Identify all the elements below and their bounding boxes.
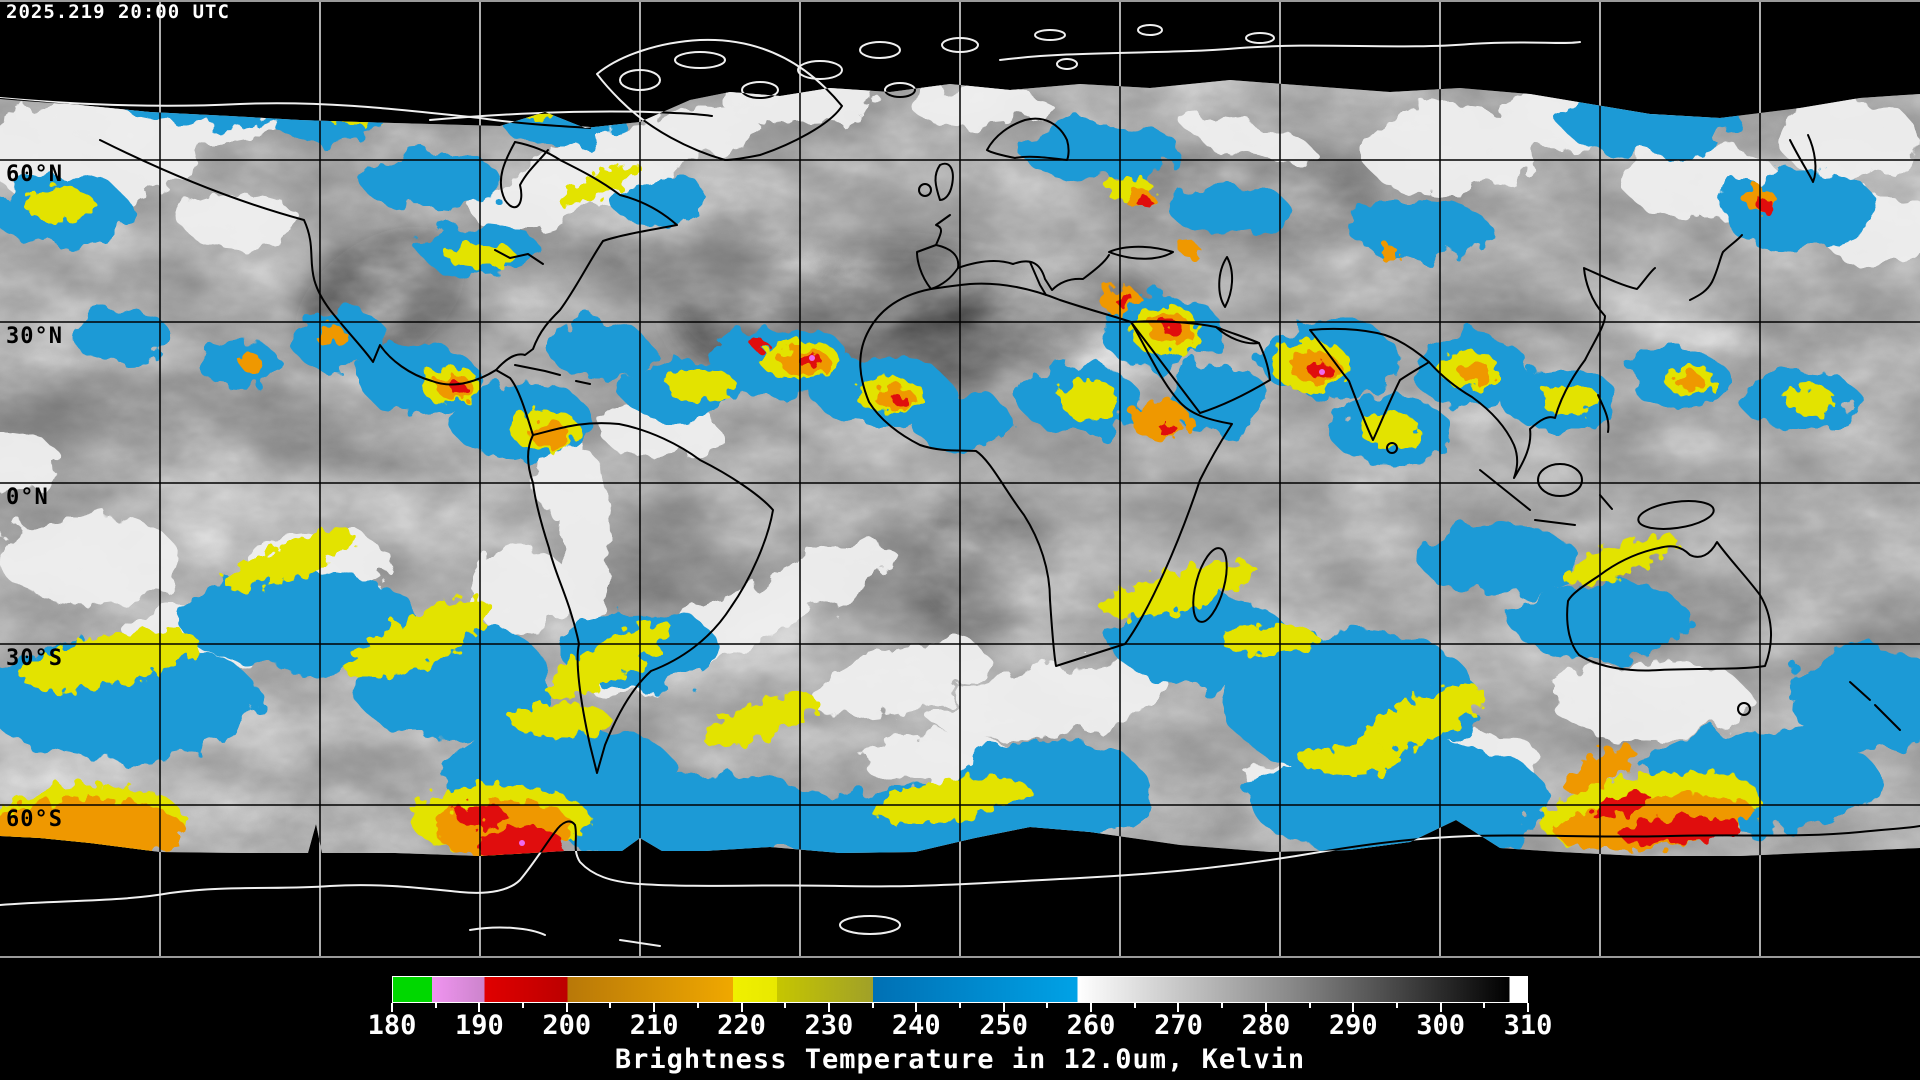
tick-label: 210 — [629, 1010, 679, 1041]
tick-mark — [1090, 1003, 1093, 1012]
colorbar-gradient — [392, 976, 1528, 1003]
tick-mark — [1483, 1003, 1486, 1008]
tick-label: 180 — [367, 1010, 417, 1041]
tick-mark — [1002, 1003, 1005, 1012]
tick-label: 220 — [717, 1010, 766, 1041]
tick-mark — [1133, 1003, 1136, 1008]
tick-mark — [1439, 1003, 1442, 1012]
tick-label: 240 — [891, 1010, 941, 1041]
tick-mark — [784, 1003, 787, 1008]
colorbar-ticks — [391, 1003, 1529, 1015]
tick-mark — [1395, 1003, 1398, 1008]
latitude-label-60n: 60°N — [6, 162, 63, 187]
tick-mark — [1308, 1003, 1311, 1008]
tick-mark — [959, 1003, 961, 1008]
tick-mark — [1264, 1003, 1267, 1012]
tick-mark — [478, 1003, 481, 1012]
tick-mark — [827, 1003, 830, 1012]
tick-label: 300 — [1416, 1010, 1465, 1041]
tick-mark — [653, 1003, 656, 1012]
tick-mark — [609, 1003, 612, 1008]
grid-black — [0, 80, 1920, 856]
tick-mark — [871, 1003, 874, 1008]
tick-label: 230 — [804, 1010, 854, 1041]
tick-mark — [434, 1003, 437, 1008]
tick-mark — [1527, 1003, 1529, 1012]
map-caption: Brightness Temperature in 12.0um, Kelvin — [614, 1044, 1306, 1075]
tick-label: 280 — [1241, 1010, 1291, 1041]
timestamp: 2025.219 20:00 UTC — [6, 1, 230, 23]
tick-label: 260 — [1066, 1010, 1116, 1041]
latitude-label-30s: 30°S — [6, 646, 63, 671]
latitude-label-0n: 0°N — [6, 485, 49, 510]
latitude-label-60s: 60°S — [6, 807, 63, 832]
tick-mark — [1221, 1003, 1224, 1008]
tick-mark — [565, 1003, 568, 1012]
tick-mark — [696, 1003, 699, 1008]
tick-label: 290 — [1328, 1010, 1378, 1041]
colorbar-labels: 180 190 200 210 220 230 240 250 260 270 … — [368, 1010, 1553, 1042]
tick-mark — [391, 1003, 393, 1012]
tick-label: 190 — [454, 1010, 504, 1041]
data-region — [0, 80, 1920, 856]
satellite-map-svg — [0, 0, 1920, 960]
tick-label: 200 — [542, 1010, 592, 1041]
tick-mark — [1046, 1003, 1049, 1008]
latitude-label-30n: 30°N — [6, 324, 63, 349]
tick-label: 270 — [1154, 1010, 1203, 1041]
tick-mark — [740, 1003, 743, 1012]
tick-label: 310 — [1503, 1010, 1553, 1041]
tick-mark — [1177, 1003, 1180, 1012]
tick-mark — [522, 1003, 525, 1008]
tick-mark — [915, 1003, 918, 1012]
tick-mark — [1352, 1003, 1355, 1012]
tick-label: 250 — [979, 1010, 1029, 1041]
